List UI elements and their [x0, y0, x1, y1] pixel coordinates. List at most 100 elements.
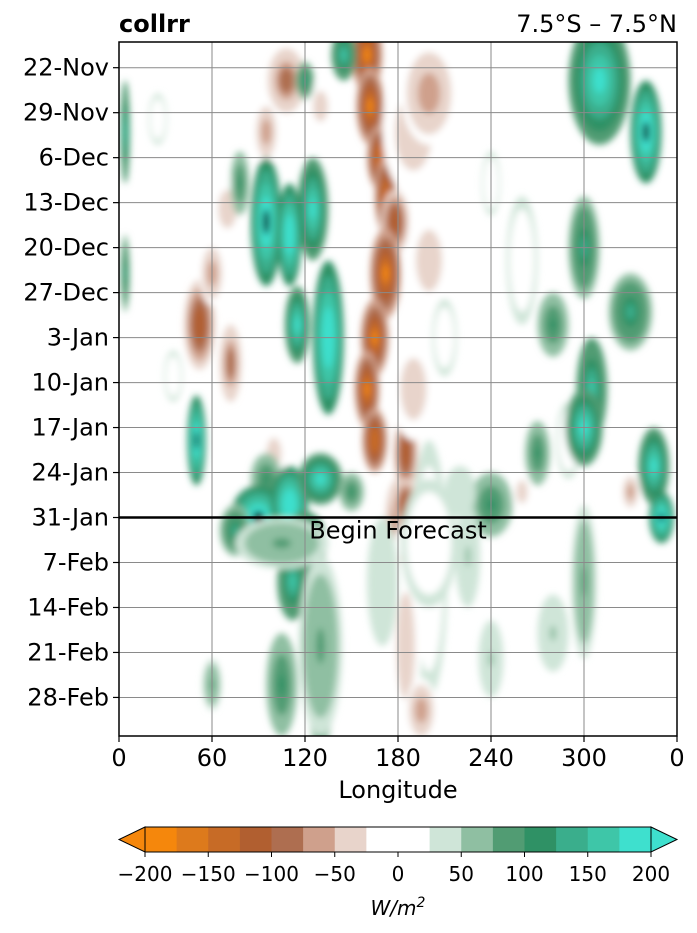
colorbar-segment — [429, 827, 462, 852]
y-tick-label: 14-Feb — [27, 593, 109, 621]
contour-blob — [309, 198, 316, 220]
x-tick-label: 120 — [282, 744, 328, 772]
colorbar-segment — [334, 827, 367, 852]
chart-title-left: collrr — [119, 10, 190, 38]
colorbar-segment — [271, 827, 304, 852]
colorbar-extend-min — [117, 826, 146, 853]
colorbar-segment — [524, 827, 557, 852]
contour-blob — [535, 446, 540, 460]
colorbar-tick-label: 100 — [505, 862, 543, 886]
colorbar-tick-label: 50 — [449, 862, 474, 886]
contour-blob — [194, 431, 199, 450]
x-tick-label: 0 — [669, 744, 684, 772]
contour-blob — [228, 355, 233, 372]
contour-blob — [278, 674, 285, 695]
contour-blob — [549, 318, 557, 332]
contour-blob — [367, 98, 373, 114]
y-tick-label: 21-Feb — [27, 638, 109, 666]
contour-blob — [402, 628, 409, 665]
colorbar-tick-label: −150 — [181, 862, 236, 886]
colorbar-segment — [208, 827, 241, 852]
contour-blob — [287, 224, 292, 246]
x-tick-label: 60 — [197, 744, 228, 772]
colorbar: −200 −150 −100 −50 0 50 100 150 200 — [117, 826, 679, 886]
contour-blob — [238, 176, 242, 190]
x-tick-label: 240 — [468, 744, 514, 772]
colorbar-segment — [461, 827, 494, 852]
contour-blob — [124, 265, 127, 282]
contour-blob — [423, 83, 435, 104]
contour-blob — [224, 202, 231, 216]
grid-lines — [119, 42, 677, 736]
colorbar-tick-label: 0 — [392, 862, 405, 886]
y-tick-label: 31-Jan — [31, 504, 109, 532]
contour-blob — [285, 496, 294, 513]
colorbar-segment — [587, 827, 620, 852]
colorbar-tick-label: −200 — [118, 862, 173, 886]
contour-blob — [196, 315, 203, 334]
contour-blob — [263, 209, 270, 235]
y-tick-label: 29-Nov — [23, 99, 109, 127]
contour-blob — [403, 445, 409, 461]
contour-blob — [650, 458, 657, 474]
colorbar-segment — [239, 827, 272, 852]
colorbar-label: W/m2 — [371, 895, 426, 920]
x-tick-label: 300 — [561, 744, 607, 772]
colorbar-unit: W/m — [371, 896, 417, 920]
contour-blob — [456, 486, 464, 497]
contour-blob — [263, 473, 270, 485]
x-axis: 0 60 120 180 240 300 0 — [111, 736, 685, 772]
y-tick-label: 20-Dec — [23, 234, 109, 262]
x-tick-label: 0 — [111, 744, 126, 772]
contour-blob — [171, 371, 176, 382]
contour-blob — [349, 487, 354, 496]
contour-blob — [549, 625, 557, 641]
colorbar-segment — [619, 827, 652, 852]
y-tick-label: 13-Dec — [23, 189, 109, 217]
y-tick-label: 3-Jan — [47, 324, 109, 352]
contour-blob — [282, 74, 291, 87]
contour-blob — [272, 538, 292, 549]
contour-blob — [316, 628, 325, 665]
contour-blob — [364, 381, 370, 397]
contour-blob — [392, 215, 398, 229]
colorbar-tick-label: 200 — [632, 862, 670, 886]
contour-blob — [379, 568, 386, 595]
contour-blob — [372, 433, 378, 447]
contour-blob — [318, 101, 323, 112]
y-tick-label: 28-Feb — [27, 683, 109, 711]
contour-blob — [626, 304, 635, 320]
y-tick-label: 6-Dec — [39, 144, 109, 172]
y-tick-label: 7-Feb — [43, 549, 109, 577]
contour-blob — [263, 125, 269, 139]
contour-blob — [124, 121, 127, 143]
contour-blob — [289, 574, 296, 590]
contour-blob — [520, 487, 524, 496]
contour-blob — [155, 113, 160, 125]
colorbar-segment — [556, 827, 589, 852]
colorbar-segment — [303, 827, 336, 852]
y-tick-label: 17-Jan — [31, 414, 109, 442]
y-tick-label: 22-Nov — [23, 54, 109, 82]
contour-blob — [593, 67, 606, 94]
y-tick-label: 24-Jan — [31, 459, 109, 487]
contour-blob — [418, 703, 425, 717]
colorbar-tick-label: −50 — [314, 862, 356, 886]
contour-blob — [232, 525, 239, 536]
contour-blob — [363, 47, 371, 63]
colorbar-segment — [492, 827, 525, 852]
colorbar-segment — [366, 827, 431, 852]
contour-blob — [518, 247, 526, 274]
heatmap-plot-area: Begin Forecast — [119, 42, 677, 736]
contour-blob — [382, 264, 389, 283]
contour-blob — [341, 49, 347, 60]
colorbar-unit-exponent: 2 — [417, 895, 426, 911]
x-axis-label: Longitude — [338, 776, 457, 804]
x-tick-label: 180 — [375, 744, 421, 772]
y-axis: 22-Nov 29-Nov 6-Dec 13-Dec 20-Dec 27-Dec 3-Jan… — [23, 54, 119, 711]
contour-blob — [642, 121, 650, 143]
colorbar-extend-max — [650, 826, 679, 853]
contour-blob — [409, 378, 418, 400]
colorbar-tick-label: 150 — [569, 862, 607, 886]
